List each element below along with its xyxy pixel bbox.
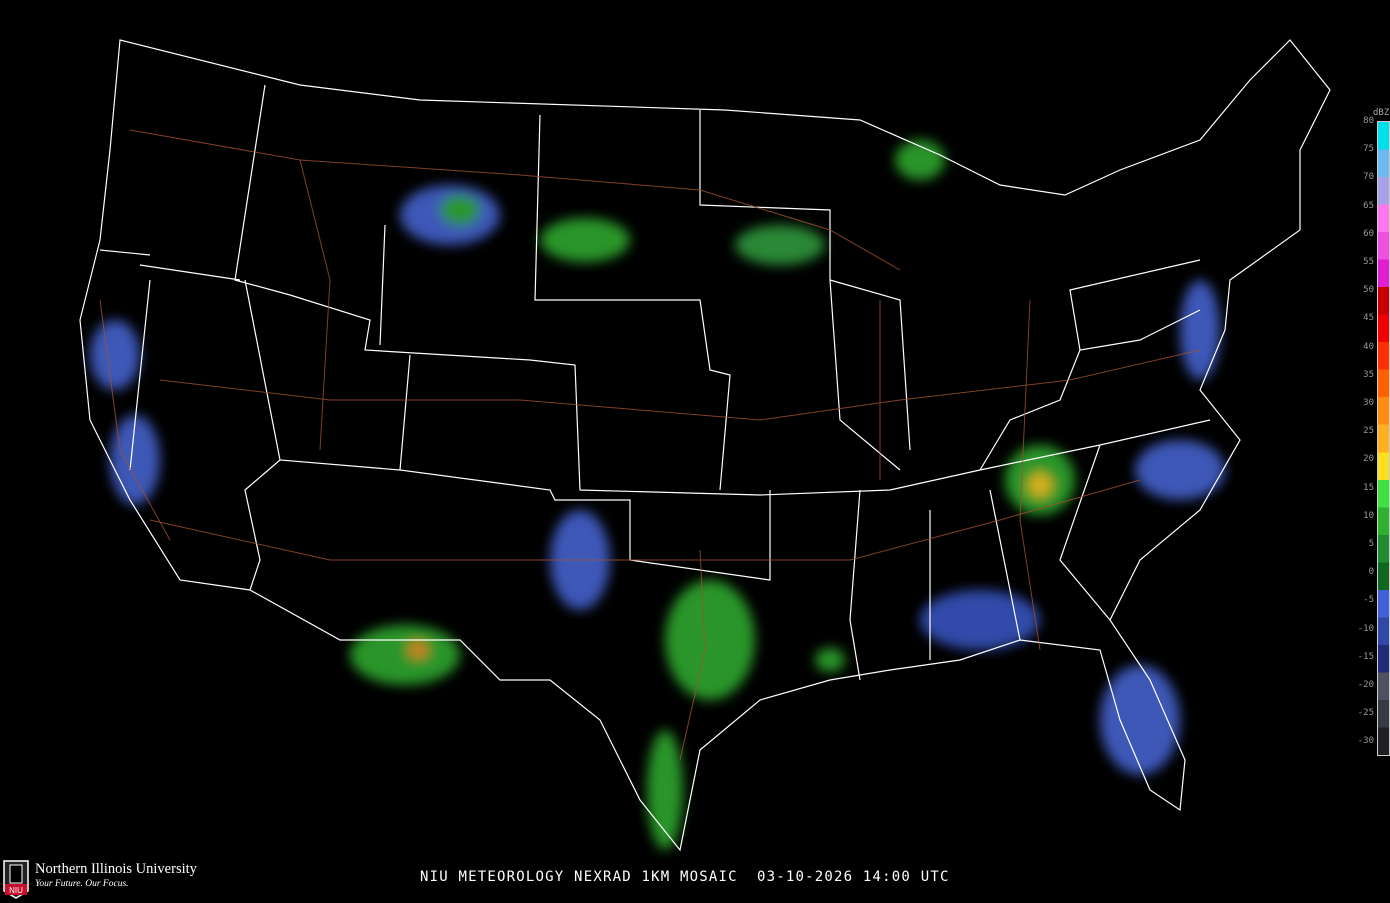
legend-color-bar (1377, 121, 1390, 756)
legend-tick-label: 5 (1368, 539, 1374, 549)
radar-echoes (90, 140, 1225, 850)
university-tagline: Your Future. Our Focus. (35, 879, 129, 889)
legend-tick-label: 70 (1363, 172, 1374, 183)
legend-tick-label: 40 (1363, 341, 1374, 352)
highways (99, 129, 1201, 761)
legend-tick-label: 50 (1363, 285, 1374, 296)
legend-tick-label: -25 (1357, 708, 1374, 719)
legend-tick-label: -10 (1357, 623, 1374, 634)
legend-unit: dBZ (1373, 108, 1390, 118)
legend-tick-label: 75 (1363, 144, 1374, 155)
legend-tick-label: 80 (1363, 116, 1374, 126)
legend-tick-label: 25 (1363, 426, 1374, 437)
map-caption: NIU METEOROLOGY NEXRAD 1KM MOSAIC 03-10-… (420, 869, 950, 885)
legend-tick-label: -15 (1357, 651, 1374, 662)
svg-text:NIU: NIU (9, 886, 23, 895)
legend-tick-label: -20 (1357, 680, 1374, 690)
legend-tick-label: -5 (1363, 595, 1374, 606)
university-name: Northern Illinois University (35, 861, 197, 877)
state-borders (79, 39, 1331, 852)
legend-tick-label: 10 (1363, 510, 1374, 521)
niu-logo: NIU Northern Illinois University Your Fu… (2, 855, 242, 899)
legend-tick-label: 30 (1363, 398, 1374, 408)
legend-tick-label: 55 (1363, 257, 1374, 267)
legend-tick-label: 0 (1368, 567, 1374, 578)
legend-tick-label: 35 (1363, 369, 1374, 380)
legend-tick-label: 20 (1363, 454, 1374, 465)
legend-tick-label: 60 (1363, 228, 1374, 239)
legend-tick-label: 15 (1363, 482, 1374, 493)
legend-tick-label: 45 (1363, 313, 1374, 324)
legend-tick-label: -30 (1357, 736, 1374, 747)
niu-shield-icon: NIU (3, 860, 29, 899)
dbz-color-legend: dBZ 80 75 70 65 60 55 50 45 40 35 30 25 20 15 10 5 0 -5 -1… (1352, 108, 1390, 758)
legend-tick-label: 65 (1363, 200, 1374, 211)
